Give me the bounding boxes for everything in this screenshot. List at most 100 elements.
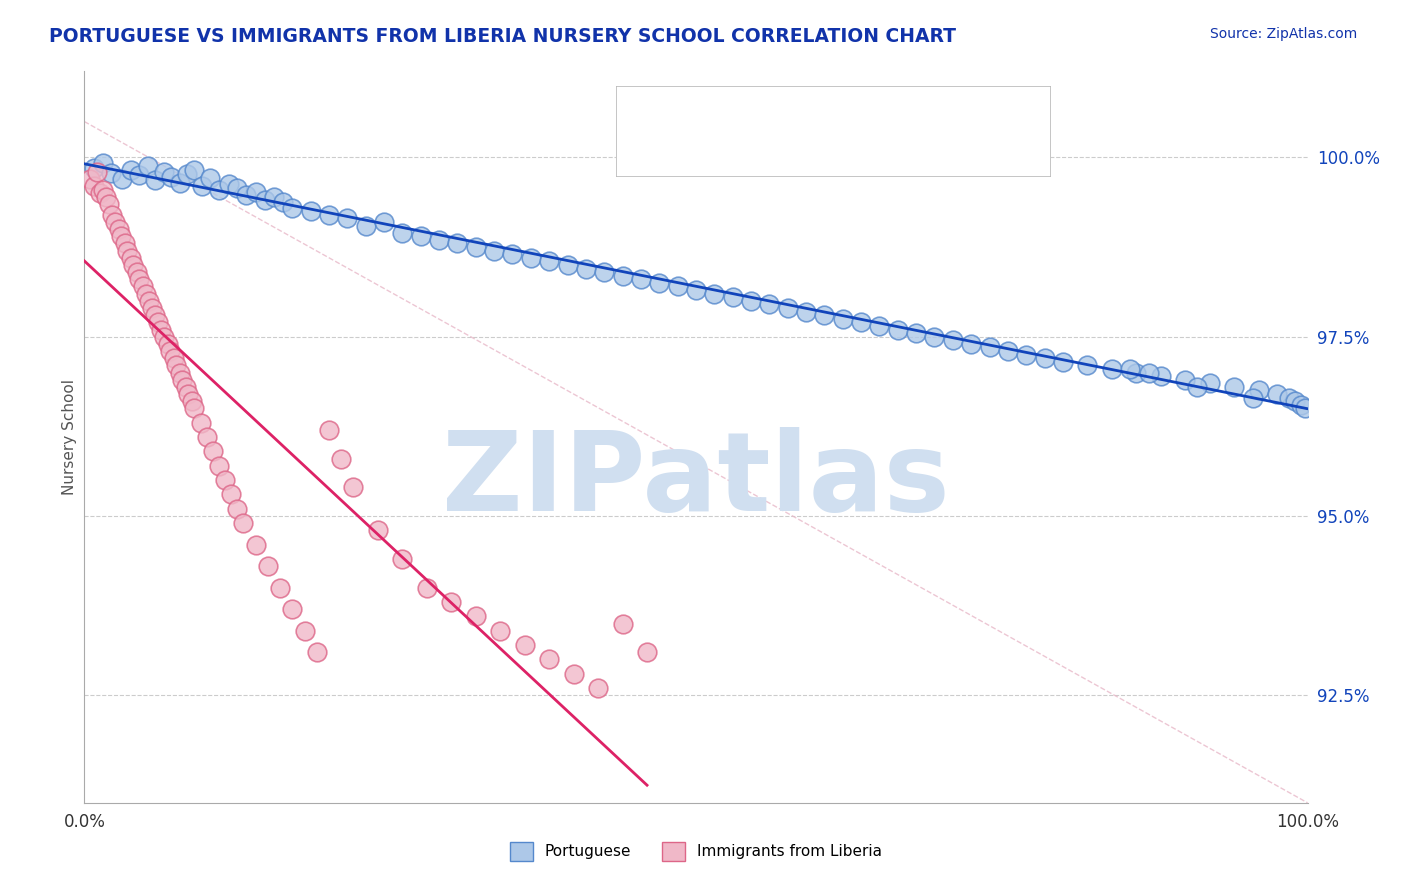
- Point: [208, 458, 231, 473]
- Point: [1125, 366, 1147, 380]
- Point: [120, 163, 142, 178]
- Point: [513, 638, 536, 652]
- Point: [887, 322, 910, 336]
- Point: [367, 524, 389, 538]
- Point: [520, 251, 543, 265]
- Point: [942, 333, 965, 347]
- Point: [79, 172, 101, 186]
- Point: [1033, 351, 1056, 366]
- Point: [214, 473, 236, 487]
- Point: [305, 645, 328, 659]
- Point: [159, 344, 181, 359]
- Point: [562, 666, 585, 681]
- Point: [489, 624, 512, 638]
- Point: [163, 351, 186, 366]
- Point: [107, 222, 129, 236]
- Point: [391, 226, 413, 240]
- Point: [128, 272, 150, 286]
- Point: [1223, 380, 1246, 394]
- Point: [1150, 369, 1173, 384]
- Point: [254, 194, 277, 208]
- Point: [153, 165, 176, 179]
- Point: [190, 416, 212, 430]
- Point: [502, 247, 524, 261]
- Y-axis label: Nursery School: Nursery School: [62, 379, 77, 495]
- Point: [200, 171, 222, 186]
- Point: [125, 265, 148, 279]
- Point: [612, 268, 634, 283]
- Point: [794, 304, 817, 318]
- Point: [416, 581, 439, 595]
- Point: [226, 180, 249, 194]
- Point: [391, 552, 413, 566]
- Point: [169, 176, 191, 190]
- Point: [354, 219, 377, 233]
- Point: [281, 201, 304, 215]
- Point: [373, 215, 395, 229]
- Point: [201, 444, 224, 458]
- Point: [813, 308, 835, 322]
- Point: [685, 283, 707, 297]
- Point: [136, 159, 159, 173]
- Point: [115, 244, 138, 258]
- Point: [97, 197, 120, 211]
- Point: [263, 190, 285, 204]
- Point: [271, 194, 294, 209]
- Point: [191, 179, 214, 194]
- Point: [330, 451, 353, 466]
- Point: [557, 258, 579, 272]
- Point: [1241, 391, 1264, 405]
- Point: [427, 233, 450, 247]
- Point: [165, 359, 187, 373]
- Point: [1187, 380, 1209, 394]
- Point: [208, 183, 231, 197]
- Text: ZIPatlas: ZIPatlas: [441, 427, 950, 534]
- Point: [104, 215, 127, 229]
- Point: [245, 538, 267, 552]
- Point: [269, 581, 291, 595]
- Point: [114, 236, 136, 251]
- Point: [174, 380, 197, 394]
- Point: [160, 169, 183, 184]
- Point: [86, 165, 108, 179]
- Point: [924, 329, 946, 343]
- Point: [758, 297, 780, 311]
- Point: [575, 261, 598, 276]
- Point: [979, 341, 1001, 355]
- Point: [831, 311, 853, 326]
- Point: [153, 329, 176, 343]
- Point: [232, 516, 254, 530]
- Point: [100, 166, 122, 180]
- Point: [464, 609, 486, 624]
- Point: [1015, 348, 1038, 362]
- Point: [122, 258, 145, 272]
- Point: [869, 318, 891, 333]
- Point: [1278, 391, 1301, 405]
- Point: [1247, 384, 1270, 398]
- Point: [135, 286, 157, 301]
- Point: [1265, 387, 1288, 401]
- Point: [245, 185, 267, 199]
- Point: [318, 208, 340, 222]
- Point: [342, 480, 364, 494]
- Point: [120, 251, 142, 265]
- Point: [1052, 355, 1074, 369]
- Point: [143, 173, 166, 187]
- Point: [83, 179, 105, 194]
- Point: [666, 279, 689, 293]
- Point: [636, 645, 658, 659]
- Point: [1101, 362, 1123, 376]
- Point: [1137, 366, 1160, 380]
- Point: [89, 186, 111, 201]
- Point: [101, 208, 124, 222]
- Point: [538, 652, 561, 666]
- Point: [776, 301, 799, 315]
- Point: [1119, 362, 1142, 376]
- Point: [218, 177, 240, 191]
- Point: [91, 183, 114, 197]
- Point: [132, 279, 155, 293]
- Point: [1284, 394, 1306, 409]
- Point: [440, 595, 463, 609]
- Point: [183, 162, 205, 177]
- Point: [91, 156, 114, 170]
